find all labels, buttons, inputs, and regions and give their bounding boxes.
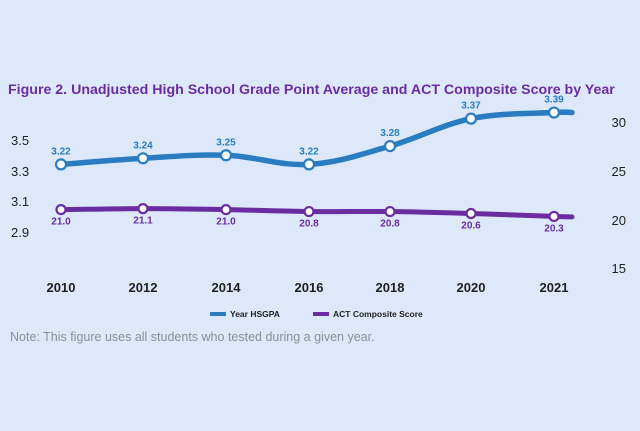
x-tick-label: 2010 [47, 280, 76, 295]
hsgpa-data-label: 3.24 [133, 140, 153, 151]
act-point [548, 210, 560, 223]
right-tick-label: 30 [612, 115, 626, 130]
act-point [465, 207, 477, 220]
hsgpa-data-label: 3.37 [461, 101, 481, 112]
legend: Year HSGPA ACT Composite Score [210, 309, 423, 319]
act-data-label: 21.0 [216, 217, 236, 228]
hsgpa-data-label: 3.25 [216, 137, 236, 148]
chart-note: Note: This figure uses all students who … [10, 330, 375, 344]
act-data-label: 21.0 [51, 217, 71, 228]
hsgpa-data-label: 3.28 [380, 128, 400, 139]
x-tick-label: 2021 [540, 280, 569, 295]
act-line [58, 206, 575, 220]
act-point [303, 205, 315, 218]
act-data-label: 20.8 [299, 219, 319, 230]
left-axis: 3.5 3.3 3.1 2.9 [11, 133, 29, 240]
x-tick-label: 2012 [129, 280, 158, 295]
series-lines [58, 109, 575, 220]
act-data-label: 20.6 [461, 220, 481, 231]
hsgpa-point [219, 149, 233, 162]
right-tick-label: 15 [612, 261, 626, 276]
hsgpa-point [136, 152, 150, 165]
hsgpa-data-label: 3.39 [544, 95, 564, 106]
x-tick-label: 2018 [376, 280, 405, 295]
right-tick-label: 25 [612, 164, 626, 179]
chart-title: Figure 2. Unadjusted High School Grade P… [8, 82, 615, 98]
left-tick-label: 3.5 [11, 133, 29, 148]
series-points [54, 106, 561, 223]
legend-label-hsgpa: Year HSGPA [230, 309, 280, 319]
hsgpa-point [383, 140, 397, 153]
x-tick-label: 2020 [457, 280, 486, 295]
hsgpa-point [464, 112, 478, 125]
act-point [384, 205, 396, 218]
act-point [137, 203, 149, 215]
right-tick-label: 20 [612, 213, 626, 228]
hsgpa-point [54, 158, 68, 171]
act-data-label: 21.1 [133, 216, 153, 227]
left-tick-label: 2.9 [11, 225, 29, 240]
hsgpa-data-label: 3.22 [51, 146, 71, 157]
act-point [55, 204, 67, 216]
act-data-label: 20.3 [544, 223, 564, 234]
legend-label-act: ACT Composite Score [333, 309, 423, 319]
right-axis: 30 25 20 15 [612, 115, 626, 276]
x-axis: 2010 2012 2014 2016 2018 2020 2021 [47, 280, 569, 295]
data-labels: 3.22 3.24 3.25 3.22 3.28 3.37 3.39 21.0 21.1 21.0… [51, 95, 564, 235]
left-tick-label: 3.3 [11, 164, 29, 179]
hsgpa-point [302, 158, 316, 171]
hsgpa-data-label: 3.22 [299, 146, 319, 157]
left-tick-label: 3.1 [11, 194, 29, 209]
hsgpa-point [547, 106, 561, 119]
act-point [220, 204, 232, 216]
x-tick-label: 2014 [212, 280, 242, 295]
x-tick-label: 2016 [295, 280, 324, 295]
act-data-label: 20.8 [380, 219, 400, 230]
